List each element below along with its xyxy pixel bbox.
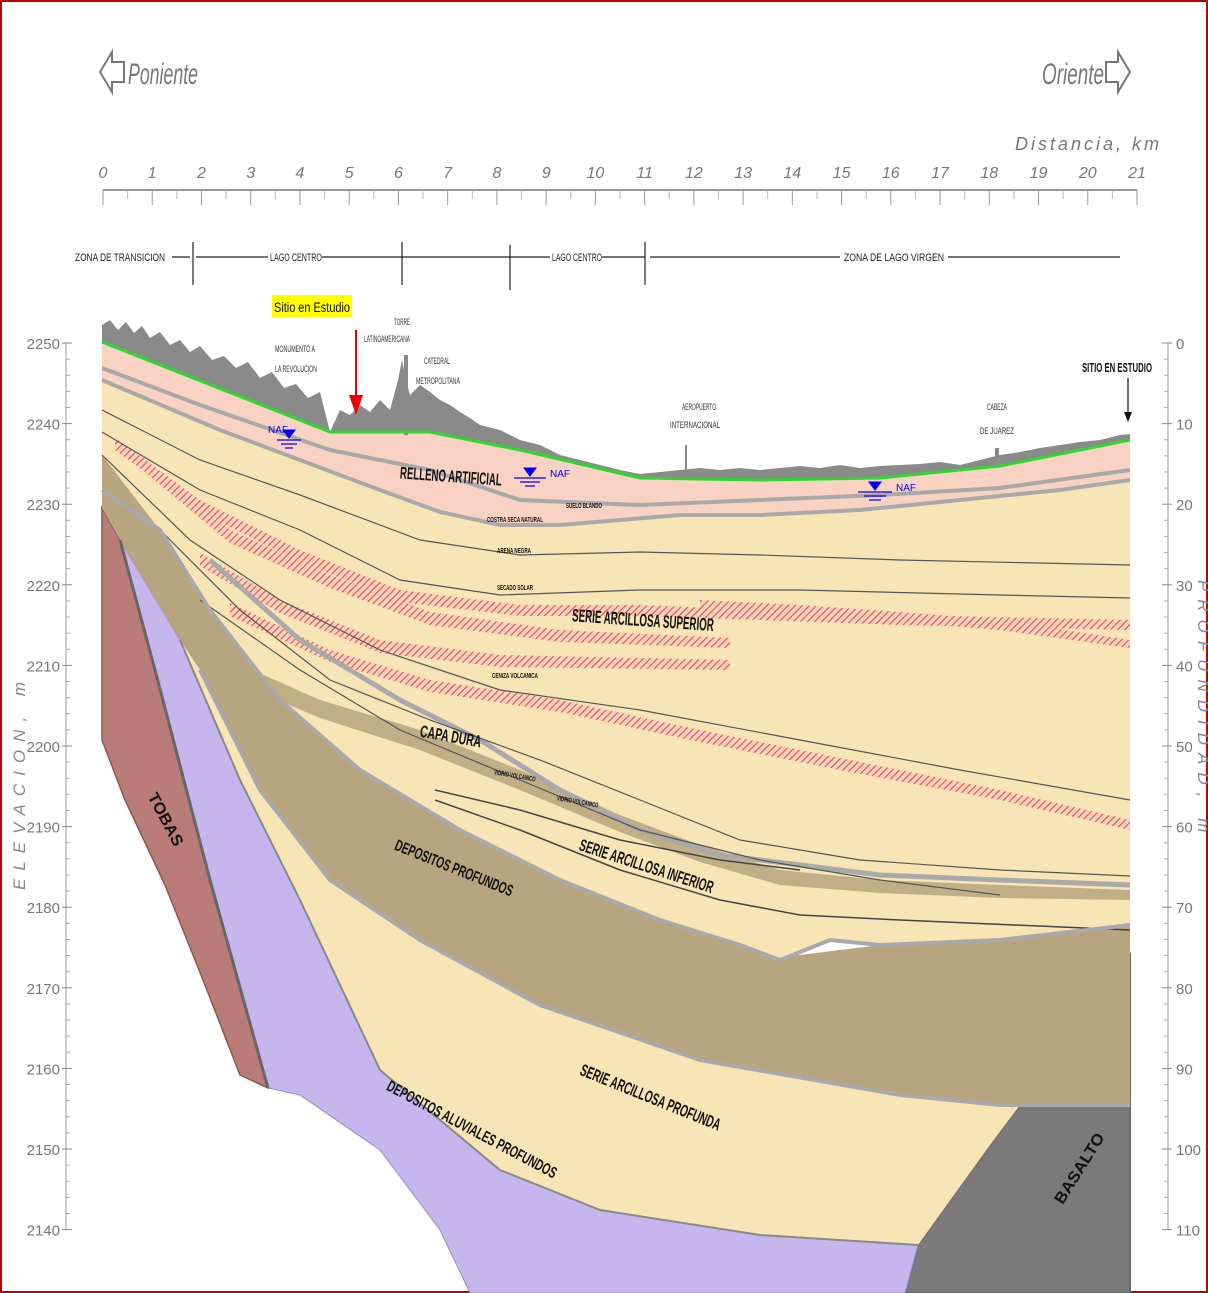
site-label-highlight [272,295,352,317]
distance-tick-label: 5 [345,165,354,182]
distance-label: Distancia, km [1015,134,1162,154]
naf-label-1: NAF [268,425,288,436]
east-label: Oriente [1042,58,1104,91]
landmark-torre-1: TORRE [394,317,410,327]
elevation-tick-label: 2210 [27,658,60,675]
depth-tick-label: 0 [1176,336,1184,353]
depth-tick-label: 50 [1176,739,1193,756]
distance-tick-label: 17 [931,165,950,182]
landmark-aeropuerto-2: INTERNACIONAL [670,420,720,430]
distance-tick-label: 12 [685,165,703,182]
depth-axis-title: PROFUNDIDAD, m [1194,580,1208,840]
contact-lines [100,366,1131,1246]
distance-tick-label: 3 [246,165,255,182]
site-arrow-icon [349,330,363,415]
elevation-tick-label: 2150 [27,1142,60,1159]
elevation-tick-label: 2170 [27,981,60,998]
distance-tick-label: 14 [783,165,801,182]
elevation-tick-label: 2140 [27,1223,60,1240]
landmark-labels: MONUMENTO A LA REVOLUCION TORRE LATINOAM… [275,317,1014,436]
distance-tick-label: 20 [1078,165,1097,182]
elevation-axis: 2250 2240 2230 2220 2210 2200 2190 2180 2170 2160… [27,336,72,1240]
elevation-tick-label: 2240 [27,417,60,434]
distance-tick-label: 7 [443,165,453,182]
west-label: Poniente [128,58,198,91]
depth-tick-label: 60 [1176,820,1193,837]
distance-tick-label: 4 [295,165,304,182]
distance-axis: 0 1 2 3 4 5 6 7 8 9 10 11 12 13 14 15 16 17 18 19 20 21 [99,165,1146,205]
landmark-catedral-2: METROPOLITANA [416,376,460,386]
site-label-east: SITIO EN ESTUDIO [1082,360,1152,375]
depth-axis: 0 10 20 30 40 50 60 70 80 90 100 110 [1162,336,1201,1240]
distance-tick-label: 16 [882,165,900,182]
serie-arcillosa-unit [102,380,1130,960]
elevation-tick-label: 2160 [27,1061,60,1078]
depositos-profundos-unit [102,455,1130,1105]
landmark-monumento-2: LA REVOLUCION [275,364,317,374]
naf-marker-3: NAF [858,481,916,501]
distance-tick-label: 6 [394,165,403,182]
elevation-tick-label: 2250 [27,336,60,353]
depth-tick-label: 40 [1176,658,1193,675]
depth-tick-label: 70 [1176,900,1193,917]
label-costra: COSTRA SECA NATURAL [487,517,543,524]
label-secado-solar: SECADO SOLAR [497,585,533,592]
landmark-aeropuerto-1: AEROPUERTO [682,402,716,412]
naf-label-3: NAF [896,483,916,494]
site-label: Sitio en Estudio [274,299,350,315]
hatched-bands [115,438,1130,830]
distance-tick-label: 11 [636,165,653,182]
landmark-catedral-1: CATEDRAL [424,356,450,366]
west-arrow-icon [98,48,125,96]
zone-label-2: LAGO CENTRO [270,252,322,264]
zones-band [172,242,1120,290]
distance-tick-label: 10 [586,165,604,182]
elevation-tick-label: 2220 [27,578,60,595]
ground-surface-line [101,340,1131,482]
elevation-tick-label: 2200 [27,739,60,756]
elevation-tick-label: 2180 [27,900,60,917]
distance-tick-label: 8 [492,165,501,182]
east-arrow-icon [1105,48,1132,96]
distance-tick-label: 13 [734,165,752,182]
distance-tick-label: 9 [542,165,551,182]
depth-tick-label: 110 [1176,1223,1200,1240]
zone-label-1: ZONA DE TRANSICION [75,252,165,264]
distance-tick-label: 18 [980,165,998,182]
elevation-tick-label: 2230 [27,497,60,514]
site-east-arrow-icon [1124,378,1132,422]
label-suelo-blando: SUELO BLANDO [566,503,602,510]
naf-marker-2: NAF [514,467,570,487]
depth-tick-label: 100 [1176,1142,1201,1159]
depth-tick-label: 30 [1176,578,1193,595]
distance-tick-label: 0 [99,165,108,182]
landmark-torre-2: LATINOAMERICANA [364,334,410,344]
naf-marker-1: NAF [268,425,301,449]
label-arena-negra: ARENA NEGRA [497,548,531,555]
distance-tick-label: 1 [148,165,157,182]
elevation-axis-title: ELEVACION, m [10,674,29,890]
naf-label-2: NAF [550,469,570,480]
landmark-cabeza-2: DE JUAREZ [980,426,1014,436]
zone-label-3: LAGO CENTRO [552,252,602,264]
depth-tick-label: 80 [1176,981,1193,998]
zone-label-4: ZONA DE LAGO VIRGEN [844,252,944,264]
city-skyline [102,320,1130,480]
depth-tick-label: 20 [1176,497,1193,514]
distance-tick-label: 15 [833,165,851,182]
distance-tick-label: 19 [1030,165,1048,182]
landmark-monumento-1: MONUMENTO A [275,344,315,354]
landmark-cabeza-1: CABEZA [987,402,1007,412]
label-ceniza: CENIZA VOLCANICA [492,673,538,680]
elevation-tick-label: 2190 [27,820,60,837]
distance-tick-label: 2 [196,165,206,182]
distance-tick-label: 21 [1127,165,1146,182]
depth-tick-label: 10 [1176,417,1193,434]
depth-tick-label: 90 [1176,1061,1193,1078]
